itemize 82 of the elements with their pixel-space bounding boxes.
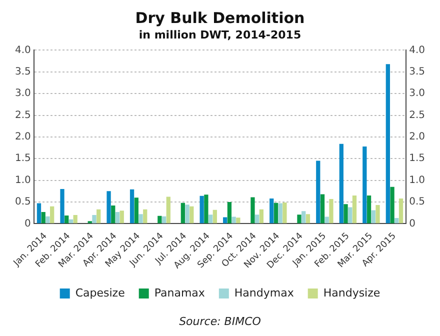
bar (339, 144, 344, 224)
y-tick-label: 1.0 (14, 174, 31, 186)
bar (190, 206, 194, 224)
bar (180, 202, 185, 224)
bar (371, 210, 376, 224)
bar (236, 218, 240, 224)
bar (208, 214, 213, 224)
bar (223, 217, 228, 224)
bar (111, 205, 116, 224)
y2-tick-label: 2.0 (409, 132, 426, 143)
bar (73, 215, 78, 224)
bar (282, 202, 287, 224)
y-tick-label: 0.5 (14, 196, 31, 208)
bar (232, 216, 236, 224)
bar (115, 212, 120, 224)
bar (130, 189, 134, 224)
bar (376, 205, 380, 224)
y2-tick-label: 1.0 (409, 174, 426, 186)
y2-tick-label: 1.5 (409, 153, 426, 164)
bar (138, 214, 143, 224)
bar (60, 188, 64, 224)
y-tick-label: 2.0 (14, 132, 31, 143)
bar (143, 209, 148, 224)
legend-label: Panamax (154, 286, 206, 300)
chart-subtitle: in million DWT, 2014-2015 (138, 28, 302, 42)
legend-label: Capesize (75, 286, 126, 300)
bar (329, 198, 334, 224)
y2-tick-label: 3.0 (409, 88, 426, 100)
y2-tick-label: 0.5 (409, 196, 426, 208)
bar (204, 194, 208, 224)
bar (92, 215, 96, 224)
bar (398, 198, 404, 224)
y-tick-label: 1.5 (14, 153, 31, 164)
bar (46, 216, 50, 224)
bar (348, 207, 352, 224)
y2-tick-label: 4.0 (409, 44, 426, 56)
legend-label: Handysize (323, 286, 380, 300)
bar (324, 216, 329, 224)
y2-tick-label: 3.5 (409, 66, 426, 78)
bar (270, 198, 274, 224)
bar (366, 196, 372, 224)
bar (302, 211, 306, 224)
bar (36, 203, 42, 224)
y2-tick-label: 0 (409, 218, 416, 230)
bar (96, 209, 101, 224)
bar (316, 160, 320, 224)
y-tick-label: 4.0 (14, 44, 31, 56)
bar (120, 210, 124, 224)
bar (297, 214, 302, 224)
bar (306, 214, 310, 224)
bar (158, 216, 162, 224)
bar (227, 202, 232, 224)
bar (212, 210, 217, 224)
y-tick-label: 3.5 (14, 66, 31, 78)
legend-label: Handymax (234, 286, 294, 300)
y-tick-label: 0 (24, 218, 31, 230)
bar (394, 218, 399, 224)
bar (106, 191, 111, 224)
bar (390, 186, 394, 224)
bar (162, 216, 166, 224)
bar (255, 214, 260, 224)
source-note: Source: BIMCO (179, 314, 262, 328)
bar (134, 198, 138, 224)
bar (259, 209, 264, 224)
bar (278, 203, 282, 224)
bar (250, 197, 255, 224)
y-tick-label: 2.5 (14, 110, 31, 121)
chart-title: Dry Bulk Demolition (135, 8, 305, 27)
bar (185, 204, 190, 224)
bar (41, 212, 46, 224)
bar (64, 215, 69, 224)
bar (362, 146, 367, 224)
bar (320, 194, 325, 224)
bar (200, 196, 204, 224)
y2-tick-label: 2.5 (409, 110, 426, 121)
bar (50, 206, 54, 224)
bar (344, 204, 348, 224)
bar (352, 196, 357, 224)
bar (166, 196, 170, 224)
bar (386, 64, 390, 224)
y-tick-label: 3.0 (14, 88, 31, 100)
bar (274, 202, 278, 224)
